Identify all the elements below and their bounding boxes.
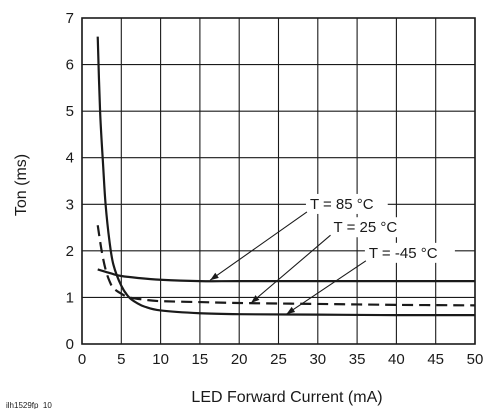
- annotation-arrowhead: [286, 306, 296, 315]
- x-tick-label: 15: [192, 351, 209, 368]
- x-tick-label: 5: [117, 351, 125, 368]
- series-lines: [96, 36, 476, 317]
- annotation-leader-line: [209, 211, 308, 281]
- y-tick-label: 6: [66, 57, 74, 74]
- annotation-background: [305, 193, 388, 214]
- x-tick-label: 50: [467, 351, 484, 368]
- x-axis-label: LED Forward Current (mA): [191, 389, 382, 406]
- x-tick-labels: 0 5 10 15 20 25 30 35 40 45 50: [78, 351, 484, 368]
- y-tick-label: 4: [66, 150, 74, 167]
- annotation-leader-line: [286, 260, 367, 315]
- x-tick-label: 25: [270, 351, 287, 368]
- annotation-arrowhead: [250, 295, 260, 304]
- figure-id: ilh1529fp_10: [6, 401, 52, 409]
- y-axis-label: Ton (ms): [13, 154, 30, 216]
- annotation-arrowhead: [210, 272, 219, 281]
- x-tick-label: 40: [388, 351, 405, 368]
- plot-frame: [81, 17, 476, 345]
- y-tick-label: 1: [66, 289, 74, 306]
- series-line-2: [96, 36, 476, 317]
- y-tick-label: 5: [66, 103, 74, 120]
- x-tick-label: 35: [349, 351, 366, 368]
- y-tick-label: 0: [66, 336, 74, 353]
- annotations: T = 85 °C T = 25 °C T = -45 °C: [209, 193, 455, 315]
- y-tick-label: 3: [66, 196, 74, 213]
- x-tick-label: 0: [78, 351, 86, 368]
- y-tick-labels: 0 1 2 3 4 5 6 7: [66, 10, 74, 353]
- annotation-background: [364, 242, 455, 263]
- grid: [81, 17, 476, 345]
- x-tick-label: 30: [309, 351, 326, 368]
- series-line-0: [97, 268, 475, 283]
- series-line-1: [96, 225, 476, 307]
- annotation-leader-line: [250, 234, 331, 304]
- x-tick-label: 10: [152, 351, 169, 368]
- annotation-label: T = 25 °C: [334, 219, 398, 236]
- y-tick-label: 7: [66, 10, 74, 27]
- x-tick-label: 20: [231, 351, 248, 368]
- annotation-label: T = 85 °C: [310, 196, 374, 213]
- annotation-background: [329, 217, 412, 238]
- x-tick-label: 45: [427, 351, 444, 368]
- y-tick-label: 2: [66, 243, 74, 260]
- annotation-label: T = -45 °C: [369, 245, 438, 262]
